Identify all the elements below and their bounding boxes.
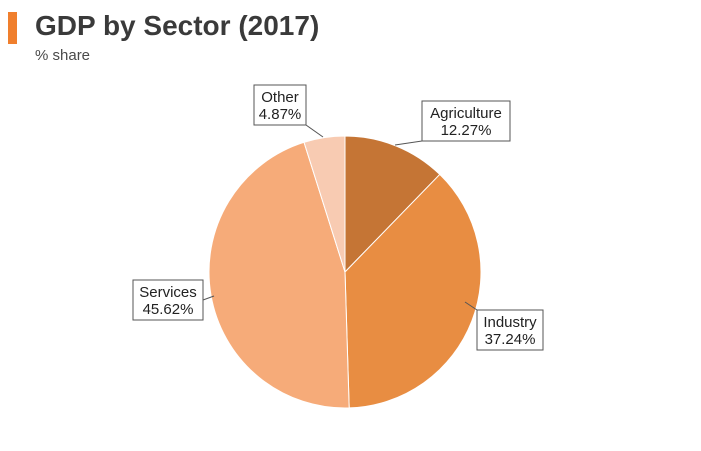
slice-label: Industry [483, 314, 537, 331]
chart-title: GDP by Sector (2017) [35, 10, 320, 41]
callout-box [421, 100, 511, 142]
callout-box [253, 84, 307, 126]
pie-slice-services [208, 141, 350, 409]
pie-slice-industry [344, 173, 482, 409]
slice-label: Services [139, 284, 197, 301]
callout-pointer [394, 140, 423, 146]
callout-pointer [305, 124, 324, 138]
pie-slice-agriculture [344, 135, 441, 274]
slice-value-label: 12.27% [441, 122, 492, 139]
pie-slices [208, 135, 482, 409]
title-accent-bar [8, 12, 17, 44]
callout-box [476, 309, 544, 351]
pie-slice-other [303, 135, 346, 273]
slice-label: Other [261, 89, 299, 106]
chart-subtitle: % share [35, 47, 91, 64]
slice-value-label: 4.87% [259, 106, 302, 123]
pie-callouts: Agriculture12.27%Industry37.24%Services4… [132, 84, 544, 351]
callout-pointer [464, 301, 478, 311]
slice-label: Agriculture [430, 105, 502, 122]
callout-box [132, 279, 204, 321]
callout-pointer [202, 295, 215, 301]
slice-value-label: 45.62% [143, 301, 194, 318]
slice-value-label: 37.24% [485, 331, 536, 348]
